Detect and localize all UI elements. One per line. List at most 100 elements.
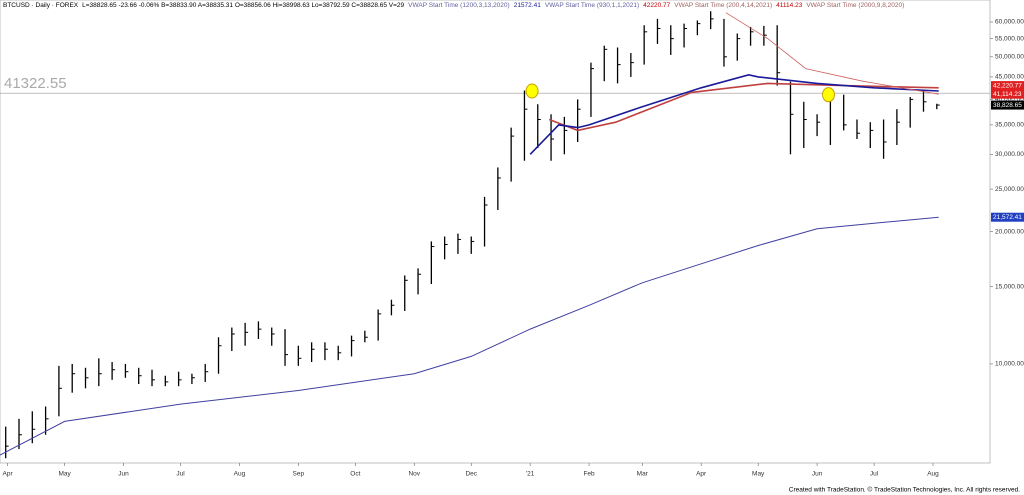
price-bar [18, 418, 23, 450]
price-bar [683, 23, 688, 48]
y-tick-label: 40,000.00 [995, 96, 1024, 103]
x-tick-label: May [58, 471, 71, 478]
price-bar [377, 309, 382, 341]
y-tick-label: 10,000.00 [995, 361, 1024, 368]
price-bar [577, 99, 581, 142]
header-item: 21572.41 [514, 2, 541, 9]
price-bar [111, 362, 116, 380]
highlight-circle [821, 87, 835, 103]
price-box-label: 38,828.65 [993, 102, 1022, 109]
header-item: VWAP Start Time (1200,3,13,2020) [408, 2, 510, 9]
price-bar [151, 369, 156, 387]
price-bar [523, 90, 528, 161]
x-tick-label: Aug [234, 471, 246, 478]
y-tick-label: 45,000.00 [995, 74, 1024, 81]
price-bar [5, 426, 9, 459]
price-bar [497, 167, 501, 211]
y-tick-label: 55,000.00 [995, 35, 1024, 42]
price-bar [297, 345, 302, 366]
price-bar [244, 322, 249, 346]
price-bar [417, 268, 422, 295]
y-tick-label: 35,000.00 [995, 122, 1024, 129]
header: BTCUSD · Daily · FOREX L=38828.65 -23.66 … [3, 2, 904, 9]
price-bar [749, 26, 754, 46]
price-bar [537, 104, 541, 149]
x-tick-label: Jun [812, 471, 823, 478]
x-tick-label: '21 [526, 471, 535, 478]
x-tick-label: Jul [870, 471, 879, 478]
price-bar [816, 114, 821, 137]
price-bar [284, 329, 289, 366]
y-tick-label: 50,000.00 [995, 54, 1024, 61]
price-bar [364, 330, 368, 343]
x-tick-label: Dec [465, 471, 477, 478]
x-tick-label: May [752, 471, 765, 478]
price-bar [936, 103, 940, 110]
price-bar [922, 90, 927, 112]
x-tick-label: Feb [583, 471, 595, 478]
price-bar [98, 358, 102, 387]
vwap-line [529, 73, 939, 155]
price-bar [630, 53, 634, 77]
price-bar [124, 363, 129, 378]
price-bar [457, 233, 461, 254]
price-bar [44, 406, 49, 435]
price-bar [257, 321, 262, 339]
header-item: 41114.23 [776, 2, 803, 9]
price-bar [670, 25, 674, 55]
price-bar [723, 18, 727, 67]
price-bar [643, 25, 648, 65]
price-bar [616, 47, 621, 84]
price-bar [390, 299, 395, 316]
price-bar [324, 342, 328, 361]
price-bar [896, 109, 900, 145]
price-bar [603, 45, 608, 82]
x-tick-label: Aug [927, 471, 939, 478]
price-bar [563, 116, 568, 155]
price-box-label: 41,114.23 [993, 91, 1022, 98]
price-bar [803, 101, 807, 149]
header-item: L=38828.65 -23.66 -0.06% B=38833.90 A=38… [82, 2, 404, 9]
x-tick-label: Apr [696, 471, 707, 478]
plot-area [0, 0, 991, 464]
price-box-label: 21,572.41 [993, 214, 1022, 221]
header-item: 42220.77 [643, 2, 670, 9]
x-tick-label: Apr [3, 471, 14, 478]
y-tick-label: 20,000.00 [995, 228, 1024, 235]
price-bar [164, 375, 169, 387]
price-bar [909, 97, 914, 128]
x-tick-label: Sep [293, 471, 305, 478]
price-bar [470, 236, 475, 254]
price-bar [590, 62, 594, 117]
price-bar [350, 335, 355, 357]
price-bar [443, 236, 448, 260]
x-tick-label: Mar [637, 471, 649, 478]
price-bar [310, 342, 315, 363]
price-bar [550, 114, 555, 161]
level-label: 41322.55 [4, 75, 67, 92]
price-bar [736, 33, 741, 61]
price-bar [510, 127, 515, 182]
price-bar [204, 363, 209, 382]
price-bar [177, 371, 182, 387]
price-bar [217, 337, 222, 374]
vwap-line [725, 12, 939, 95]
price-bar [430, 241, 435, 285]
price-bar [710, 11, 714, 30]
price-bar [776, 25, 781, 86]
price-bar [58, 365, 62, 417]
price-bar [231, 327, 235, 352]
price-bar [138, 367, 142, 385]
price-bar [337, 345, 342, 361]
x-tick-label: Nov [408, 471, 420, 478]
price-bar [271, 327, 275, 346]
price-bar [856, 119, 860, 140]
x-tick-label: Jul [176, 471, 185, 478]
highlight-circle [525, 83, 539, 99]
y-tick-label: 60,000.00 [995, 19, 1024, 26]
price-bar [789, 81, 794, 155]
vwap-line [0, 216, 939, 456]
price-bar [869, 122, 874, 149]
price-bar [71, 363, 76, 393]
